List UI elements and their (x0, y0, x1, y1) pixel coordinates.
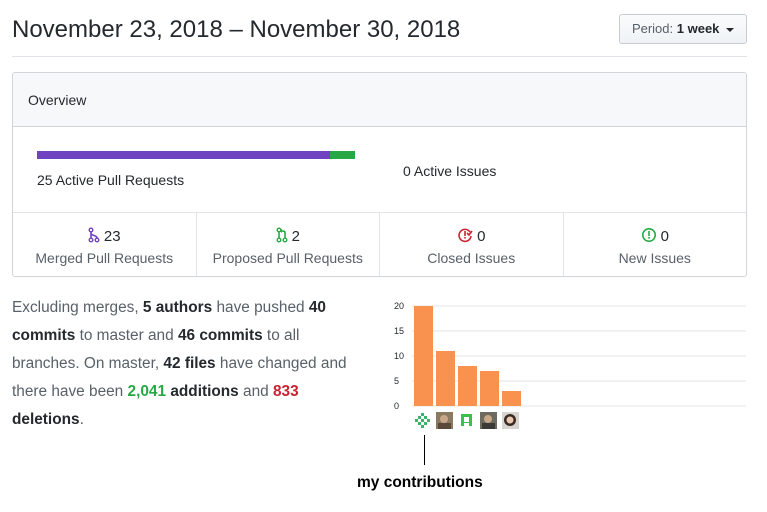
bar-1 (414, 306, 433, 406)
y-tick-label: 0 (394, 401, 399, 411)
commit-summary: Excluding merges, 5 authors have pushed … (12, 294, 357, 434)
overview-box: Overview 25 Active Pull Requests 0 Activ… (12, 72, 747, 277)
additions-label: additions (170, 383, 239, 400)
additions-count: 2,041 (127, 383, 167, 400)
summary-text: have changed and there have been (12, 355, 347, 400)
active-pull-requests-link[interactable]: 25 Active Pull Requests (37, 172, 185, 188)
new-issues-stat[interactable]: 0 New Issues (564, 213, 747, 276)
commits-by-author-chart: 20 15 10 5 0 (394, 301, 746, 429)
summary-text: have pushed (212, 299, 309, 316)
annotation-line (424, 435, 425, 465)
git-merge-icon (88, 227, 100, 243)
page-title: November 23, 2018 – November 30, 2018 (12, 16, 461, 43)
y-tick-label: 5 (394, 376, 399, 386)
proposed-pull-requests-stat[interactable]: 2 Proposed Pull Requests (197, 213, 380, 276)
bar-2 (436, 351, 455, 406)
closed-issues-stat[interactable]: 0 Closed Issues (380, 213, 564, 276)
merged-pull-requests-stat[interactable]: 23 Merged Pull Requests (13, 213, 197, 276)
caret-down-icon (726, 27, 735, 32)
author-avatar-3[interactable] (458, 412, 475, 429)
y-tick-label: 15 (394, 326, 404, 336)
period-label: Period: (631, 21, 674, 36)
bar-4 (480, 371, 499, 406)
proposed-label: Proposed Pull Requests (212, 250, 363, 266)
all-commits-count: 46 commits (177, 327, 263, 344)
pull-request-ratio-bar (37, 151, 355, 159)
header: November 23, 2018 – November 30, 2018 Pe… (12, 14, 747, 57)
author-avatar-1[interactable] (414, 412, 431, 429)
bar-5 (502, 391, 521, 406)
summary-text: to all branches. On master, (12, 327, 300, 372)
new-count: 0 (660, 228, 669, 245)
proposed-count: 2 (291, 228, 300, 245)
author-avatar-2[interactable] (436, 412, 453, 429)
period-value: 1 week (676, 21, 720, 36)
issue-opened-icon (641, 228, 656, 242)
author-avatar-5[interactable] (502, 412, 519, 429)
merged-count: 23 (103, 228, 121, 245)
merged-label: Merged Pull Requests (35, 250, 174, 266)
new-label: New Issues (618, 250, 691, 266)
author-avatar-4[interactable] (480, 412, 497, 429)
issue-closed-icon (458, 228, 473, 243)
merged-ratio-segment (37, 151, 330, 159)
authors-count: 5 authors (142, 299, 213, 316)
overview-title: Overview (13, 73, 746, 127)
summary-text: Excluding merges, (12, 299, 143, 316)
y-tick-label: 20 (394, 301, 404, 311)
git-pull-request-icon (276, 227, 288, 243)
summary-text: to master and (75, 327, 178, 344)
proposed-ratio-segment (329, 151, 355, 159)
summary-text: . (79, 411, 84, 428)
overview-summary: 25 Active Pull Requests 0 Active Issues (13, 127, 746, 213)
closed-count: 0 (477, 228, 486, 245)
files-changed-count: 42 files (163, 355, 216, 372)
summary-text: and (238, 383, 273, 400)
master-commits-count: 40 commits (12, 299, 326, 344)
deletions-label: deletions (12, 411, 80, 428)
annotation-text: my contributions (357, 474, 483, 491)
bar-3 (458, 366, 477, 406)
y-tick-label: 10 (394, 351, 404, 361)
stats-row: 23 Merged Pull Requests 2 Proposed Pull … (13, 213, 747, 276)
active-issues-link[interactable]: 0 Active Issues (403, 163, 497, 179)
deletions-count: 833 (272, 383, 299, 400)
closed-label: Closed Issues (427, 250, 516, 266)
period-dropdown-button[interactable]: Period: 1 week (619, 14, 747, 44)
